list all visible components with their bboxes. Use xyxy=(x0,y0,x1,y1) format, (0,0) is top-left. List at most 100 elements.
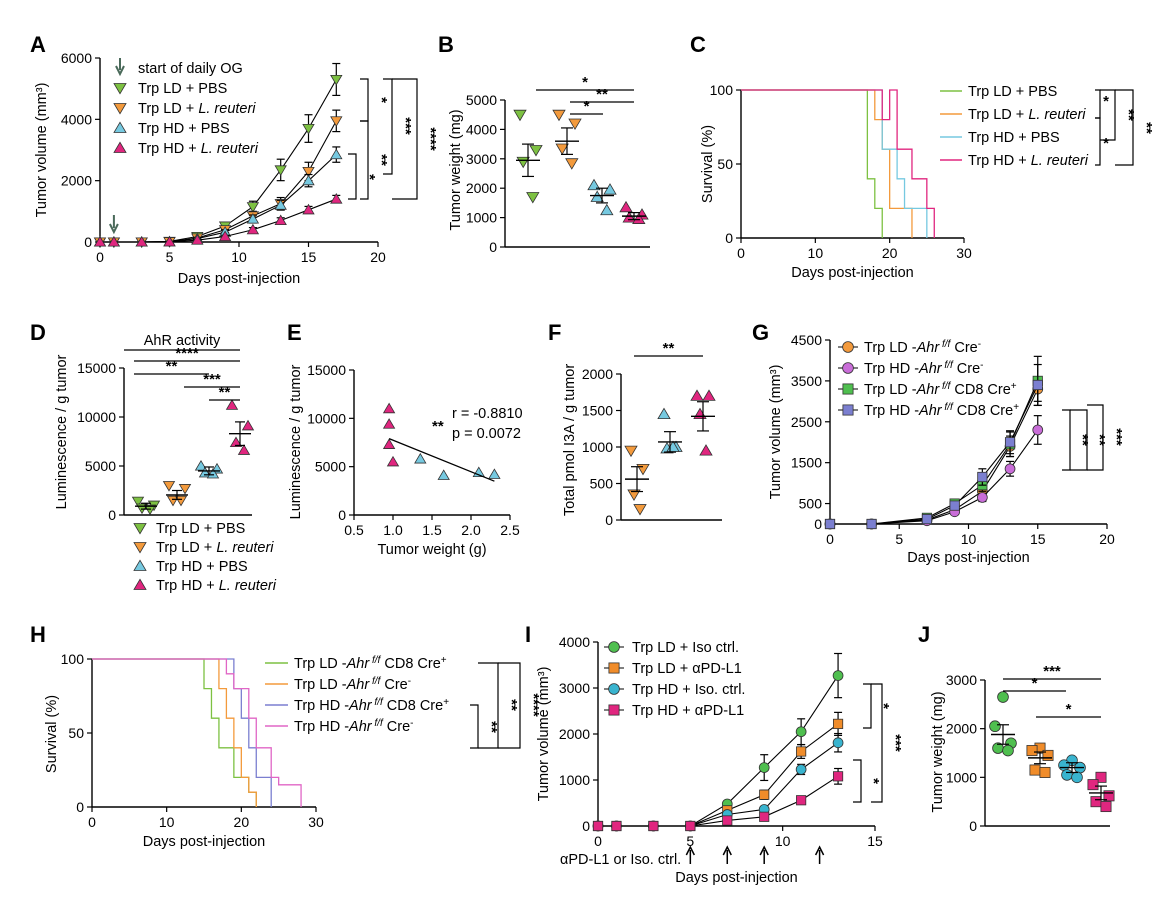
legend-label: Trp HD + Iso. ctrl. xyxy=(632,682,745,698)
data-point xyxy=(1004,437,1016,448)
text-span: Trp LD - xyxy=(864,382,917,398)
significance-label: ** xyxy=(596,86,608,103)
text-span: L. reuteri xyxy=(1028,107,1086,123)
panel-e-chart: 0 5000 10000 15000 0.5 1.0 1.5 2.0 2.5 Luminescen… xyxy=(288,362,520,558)
data-point xyxy=(386,455,400,467)
data-point xyxy=(218,230,232,242)
panel-c-xlabel: Days post-injection xyxy=(791,265,914,281)
data-point xyxy=(330,193,343,204)
data-point xyxy=(552,109,566,122)
data-point xyxy=(237,444,251,455)
text-span: Cre xyxy=(950,340,977,356)
data-point xyxy=(513,109,527,122)
x-tick-label: 5 xyxy=(686,833,694,849)
legend-label: Trp LD -Ahr f/f Cre- xyxy=(864,339,981,357)
y-tick-label: 0 xyxy=(725,230,733,246)
x-tick-label: 0 xyxy=(826,531,834,547)
data-point xyxy=(921,514,933,525)
significance-bracket xyxy=(392,78,418,200)
data-point xyxy=(699,444,713,456)
legend-marker xyxy=(608,662,620,674)
significance-label: *** xyxy=(203,371,221,388)
y-tick-label: 100 xyxy=(61,651,85,667)
significance-bracket xyxy=(1087,404,1104,471)
text-span: CD8 Cre xyxy=(383,698,443,714)
data-point xyxy=(568,118,582,131)
x-tick-label: 1.5 xyxy=(422,522,442,538)
significance-label: **** xyxy=(525,693,542,717)
y-tick-label: 0 xyxy=(338,507,346,523)
x-tick-label: 20 xyxy=(1099,531,1115,547)
x-tick-label: 0 xyxy=(88,814,96,830)
legend-marker xyxy=(113,103,127,115)
y-tick-label: 2000 xyxy=(466,180,497,196)
significance-bracket xyxy=(1070,409,1088,471)
text-span: Ahr xyxy=(918,361,943,377)
y-tick-label: 15000 xyxy=(77,360,116,376)
data-point xyxy=(93,235,107,247)
y-tick-label: 500 xyxy=(799,496,823,512)
data-point xyxy=(1090,796,1102,808)
data-point xyxy=(590,190,604,202)
data-point xyxy=(759,811,770,822)
legend-label: Trp HD + PBS xyxy=(968,130,1060,146)
panel-e-stat-r: r = -0.8810 xyxy=(452,406,523,422)
treatment-arrow xyxy=(814,845,825,864)
series-line xyxy=(100,198,337,243)
significance-label: ** xyxy=(373,154,390,166)
x-tick-label: 10 xyxy=(231,249,247,265)
text-span: Trp LD + xyxy=(156,540,216,556)
significance-bracket xyxy=(360,120,369,200)
legend-marker xyxy=(113,141,127,153)
data-point xyxy=(565,158,579,170)
regression-line xyxy=(388,438,495,482)
x-tick-label: 10 xyxy=(775,833,791,849)
significance-label: **** xyxy=(175,345,199,362)
y-tick-label: 2000 xyxy=(559,726,590,742)
y-tick-label: 100 xyxy=(710,82,734,98)
significance-label: *** xyxy=(1108,428,1125,446)
legend-marker xyxy=(133,542,147,554)
significance-label: ** xyxy=(1074,434,1091,446)
y-tick-label: 5000 xyxy=(315,459,346,475)
significance-label: ** xyxy=(503,699,520,711)
data-point xyxy=(1026,745,1038,757)
panel-d-chart: 0 5000 10000 15000 Luminescence / g tumor Trp… xyxy=(54,345,277,594)
text-span: Ahr xyxy=(346,656,371,672)
text-span: f/f xyxy=(372,697,384,708)
text-span: Trp LD + xyxy=(968,107,1028,123)
panel-e-xlabel: Tumor weight (g) xyxy=(377,542,486,558)
data-point xyxy=(977,471,988,483)
text-span: Ahr xyxy=(346,677,371,693)
data-point xyxy=(690,389,704,401)
text-span: Trp HD + PBS xyxy=(968,130,1060,146)
text-span: f/f xyxy=(372,718,384,729)
legend-marker xyxy=(842,404,854,416)
text-span: f/f xyxy=(369,676,381,687)
x-tick-label: 20 xyxy=(234,814,250,830)
legend-label: Trp HD + PBS xyxy=(156,559,248,575)
panel-h-ylabel: Survival (%) xyxy=(44,695,60,773)
significance-bracket xyxy=(863,683,872,729)
legend-label: Trp LD + PBS xyxy=(156,521,245,537)
text-span: Trp HD - xyxy=(864,361,919,377)
x-tick-label: 2.0 xyxy=(461,522,481,538)
y-tick-label: 2000 xyxy=(61,173,92,189)
panel-j-ylabel: Tumor weight (mg) xyxy=(930,691,946,812)
text-span: Trp LD - xyxy=(294,656,347,672)
data-point xyxy=(1100,801,1112,813)
text-span: Ahr xyxy=(916,340,941,356)
legend-label: Trp HD + αPD-L1 xyxy=(632,703,744,719)
significance-bracket xyxy=(498,662,521,749)
data-point xyxy=(722,815,733,826)
data-point xyxy=(382,402,396,414)
significance-label: ** xyxy=(1120,109,1137,121)
text-span: Ahr xyxy=(348,719,373,735)
text-span: Trp HD - xyxy=(294,719,349,735)
data-point xyxy=(302,166,315,178)
data-point xyxy=(302,124,315,135)
panel-label-a: A xyxy=(30,32,46,57)
data-point xyxy=(592,820,604,832)
